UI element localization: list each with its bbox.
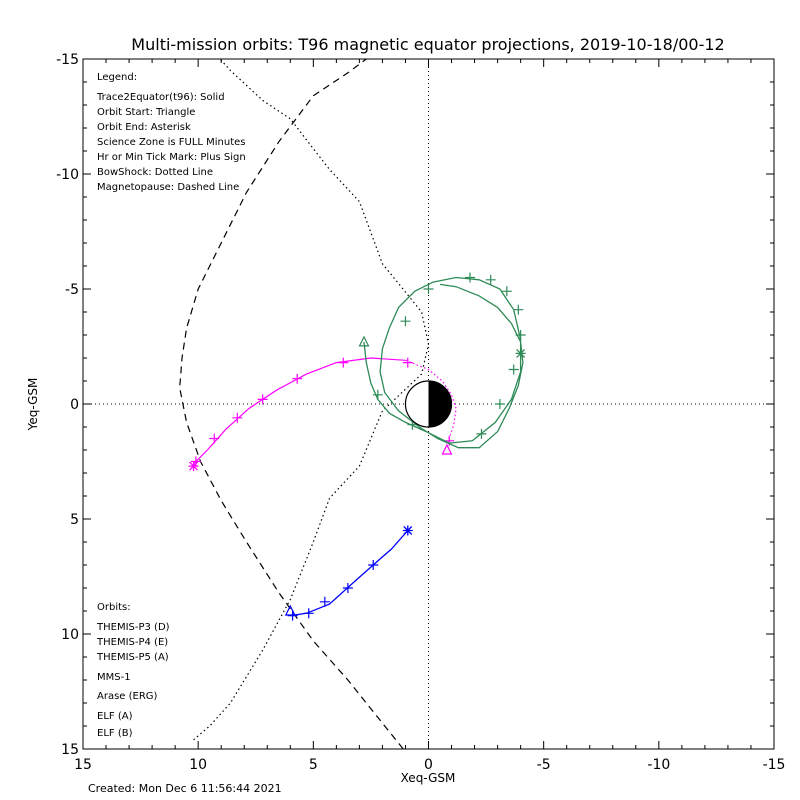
hour-tick-mark (232, 412, 243, 423)
orbits-legend-item: Arase (ERG) (97, 691, 158, 702)
bowshock-line (193, 59, 430, 741)
hour-tick-mark (319, 596, 330, 607)
y-tick-label: -5 (65, 282, 79, 298)
magnetopause-line (179, 59, 404, 749)
legend-item: Science Zone is FULL Minutes (97, 137, 246, 148)
y-tick-label: 15 (61, 742, 79, 758)
hour-tick-mark (342, 583, 353, 593)
orbits-legend-item: THEMIS-P4 (E) (96, 637, 168, 648)
earth-symbol (404, 380, 453, 428)
legend-item: BowShock: Dotted Line (97, 167, 213, 178)
orbits-legend-item: ELF (B) (97, 728, 133, 739)
orbit-end-marker (402, 525, 413, 536)
hour-tick-mark (515, 330, 526, 340)
hour-tick-mark (476, 428, 487, 439)
legend-item: Magnetopause: Dashed Line (97, 182, 239, 193)
legend-item: Trace2Equator(t96): Solid (96, 92, 225, 103)
y-tick-label: -10 (56, 167, 79, 183)
orbits-legend-item: THEMIS-P3 (D) (96, 622, 170, 633)
orbit-themis-p4-e- (284, 525, 413, 621)
hour-tick-mark (372, 389, 383, 400)
orbits-legend-item: ELF (A) (97, 711, 133, 722)
orbits-legend-item: THEMIS-P5 (A) (96, 652, 169, 663)
hour-tick-mark (513, 304, 524, 315)
orbit-start-marker (358, 335, 370, 347)
y-tick-label: 0 (70, 397, 79, 413)
hour-tick-mark (494, 399, 505, 409)
legend-item: Orbit End: Asterisk (97, 122, 191, 133)
x-tick-label: 15 (74, 757, 92, 773)
x-tick-label: 0 (424, 757, 433, 773)
orbit-series (188, 272, 526, 621)
chart-title: Multi-mission orbits: T96 magnetic equat… (131, 35, 724, 54)
hour-tick-mark (209, 433, 220, 444)
x-tick-label: 10 (189, 757, 207, 773)
x-tick-label: 5 (309, 757, 318, 773)
y-axis-label: Yeq-GSM (26, 378, 40, 432)
orbit-line (290, 530, 409, 617)
hour-tick-mark (501, 286, 512, 297)
hour-tick-mark (292, 373, 303, 384)
hour-tick-mark (464, 272, 475, 283)
legend-item: Hr or Min Tick Mark: Plus Sign (97, 152, 246, 163)
hour-tick-mark (368, 560, 379, 570)
boundary-curves (179, 59, 430, 749)
hour-tick-mark (338, 357, 349, 368)
x-axis-label: Xeq-GSM (401, 771, 456, 785)
orbit-arase-erg- (358, 272, 526, 449)
hour-tick-mark (407, 419, 418, 430)
orbit-line (363, 276, 524, 449)
orbit-start-marker (284, 604, 296, 616)
orbits-header: Orbits: (97, 602, 131, 613)
hour-tick-mark (190, 456, 201, 467)
hour-tick-mark (423, 284, 434, 294)
y-tick-label: 5 (70, 512, 79, 528)
hour-tick-mark (402, 357, 413, 368)
orbit-line-solid (193, 357, 406, 465)
orbit-end-marker (188, 461, 199, 472)
legend-header: Legend: (97, 72, 137, 83)
hour-tick-mark (485, 274, 496, 285)
legend-item: Orbit Start: Triangle (97, 107, 195, 118)
orbit-start-marker (441, 443, 453, 455)
orbits-legend-item: MMS-1 (97, 672, 131, 683)
x-tick-label: -5 (537, 757, 551, 773)
y-tick-label: 10 (61, 627, 79, 643)
orbits-legend: Orbits: THEMIS-P3 (D) THEMIS-P4 (E) THEMIS-… (96, 602, 170, 739)
hour-tick-mark (257, 394, 268, 405)
hour-tick-mark (400, 316, 411, 327)
orbit-themis-p5-a- (188, 357, 457, 472)
orbit-end-marker (515, 348, 526, 359)
created-timestamp: Created: Mon Dec 6 11:56:44 2021 (88, 782, 282, 795)
legend-block: Legend: Trace2Equator(t96): Solid Orbit St… (96, 72, 246, 193)
hour-tick-mark (303, 608, 314, 619)
x-tick-label: -15 (763, 757, 786, 773)
y-tick-label: -15 (56, 52, 79, 68)
earth-night-side (428, 381, 452, 427)
x-tick-label: -10 (647, 757, 670, 773)
hour-tick-mark (508, 364, 519, 375)
